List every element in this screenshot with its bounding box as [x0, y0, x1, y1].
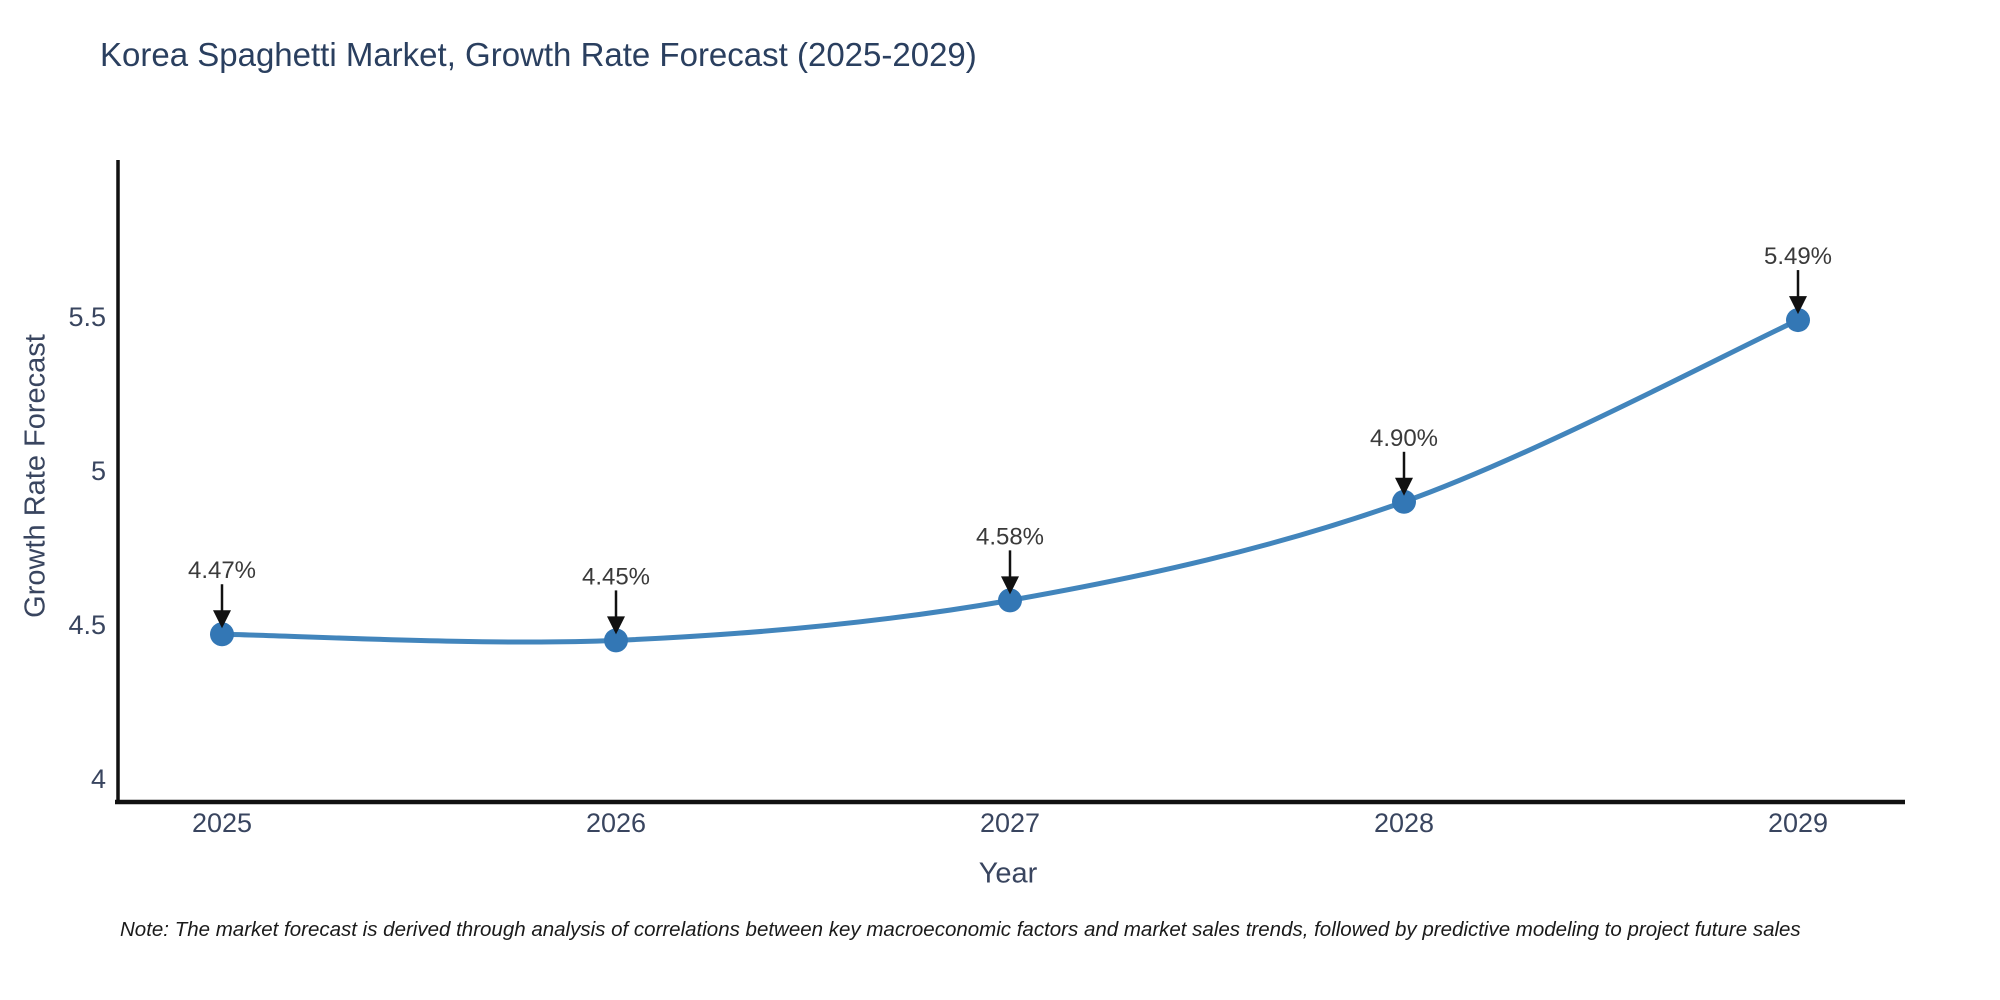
annotation-arrowhead — [1001, 576, 1019, 595]
annotation-arrowhead — [213, 610, 231, 629]
data-point-2028[interactable] — [1392, 489, 1416, 514]
y-tick-label: 5.5 — [68, 302, 106, 332]
annotation-label: 4.47% — [188, 557, 256, 584]
y-tick-label: 4 — [91, 764, 106, 794]
annotation-label: 5.49% — [1764, 243, 1832, 270]
annotation-label: 4.58% — [976, 523, 1044, 550]
x-tick-label: 2026 — [586, 808, 646, 838]
annotation-label: 4.90% — [1370, 425, 1438, 452]
data-point-2026[interactable] — [604, 628, 628, 653]
data-point-2027[interactable] — [998, 588, 1022, 613]
footnote: Note: The market forecast is derived thr… — [120, 918, 1801, 941]
annotation-arrowhead — [607, 616, 625, 635]
y-tick-label: 5 — [91, 456, 106, 486]
x-tick-label: 2028 — [1374, 808, 1434, 838]
annotation-arrowhead — [1395, 477, 1413, 496]
annotation-label: 4.45% — [582, 563, 650, 590]
annotation-arrowhead — [1789, 296, 1807, 315]
x-axis-title: Year — [978, 857, 1038, 890]
x-tick-label: 2027 — [980, 808, 1040, 838]
x-tick-label: 2025 — [192, 808, 252, 838]
data-point-2025[interactable] — [210, 622, 234, 647]
y-tick-label: 4.5 — [68, 610, 106, 640]
chart-title: Korea Spaghetti Market, Growth Rate Fore… — [100, 36, 977, 73]
data-point-2029[interactable] — [1786, 308, 1810, 333]
x-tick-label: 2029 — [1768, 808, 1828, 838]
